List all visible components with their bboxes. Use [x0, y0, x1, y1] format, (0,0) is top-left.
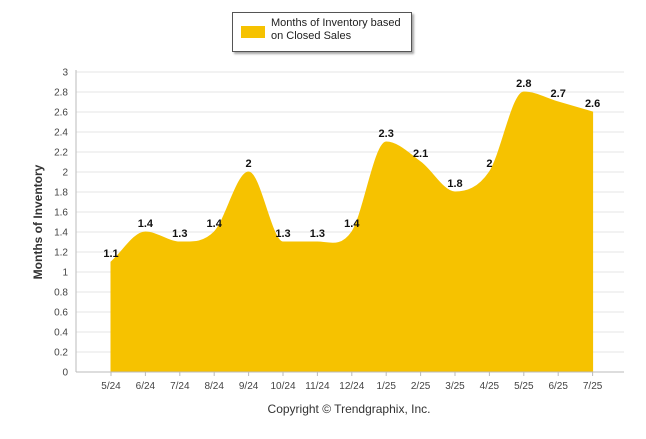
- data-label: 1.3: [172, 228, 187, 240]
- x-tick-label: 10/24: [270, 381, 295, 392]
- x-tick-label: 4/25: [480, 381, 500, 392]
- x-tick-label: 6/25: [548, 381, 568, 392]
- x-tick-label: 5/24: [101, 381, 121, 392]
- data-label: 2.7: [551, 88, 566, 100]
- y-axis-title: Months of Inventory: [31, 164, 45, 279]
- data-label: 1.3: [275, 228, 290, 240]
- x-tick-label: 1/25: [376, 381, 396, 392]
- x-tick-labels: 5/24 6/24 7/24 8/24 9/24 10/24 11/24 12/24 1/25 2…: [101, 372, 603, 392]
- data-label: 1.4: [344, 218, 360, 230]
- legend-label: Months of Inventory based on Closed Sale…: [271, 17, 401, 42]
- x-tick-label: 6/24: [136, 381, 156, 392]
- y-tick-label: 1.8: [54, 188, 68, 199]
- y-tick-label: 2.8: [54, 88, 68, 99]
- data-label: 2.8: [516, 78, 531, 90]
- area-series: [110, 91, 594, 373]
- legend-swatch: [241, 26, 265, 38]
- x-tick-label: 3/25: [445, 381, 465, 392]
- y-tick-label: 2.2: [54, 148, 68, 159]
- x-tick-label: 9/24: [239, 381, 259, 392]
- data-label: 2.6: [585, 98, 600, 110]
- x-tick-label: 11/24: [305, 381, 330, 392]
- y-tick-label: 3: [62, 68, 68, 79]
- y-tick-labels: 0 0.2 0.4 0.6 0.8 1 1.2 1.4 1.6 1.8 2 2.2 2.4 2.6 2.8 3: [54, 68, 68, 379]
- y-tick-label: 1.4: [54, 228, 68, 239]
- data-label: 2: [246, 158, 252, 170]
- x-tick-label: 7/25: [583, 381, 603, 392]
- data-labels: 1.1 1.4 1.3 1.4 2 1.3 1.3 1.4 2.3 2.1 1.8 2 2.8 2.7 2.…: [103, 78, 600, 260]
- y-tick-label: 2: [62, 168, 68, 179]
- y-tick-label: 2.4: [54, 128, 68, 139]
- x-tick-label: 5/25: [514, 381, 534, 392]
- data-label: 1.8: [447, 178, 462, 190]
- data-label: 1.4: [207, 218, 223, 230]
- x-tick-label: 2/25: [411, 381, 431, 392]
- data-label: 1.4: [138, 218, 154, 230]
- data-label: 1.1: [103, 248, 118, 260]
- y-tick-label: 1.2: [54, 248, 68, 259]
- y-tick-label: 0.2: [54, 348, 68, 359]
- data-label: 2.1: [413, 148, 428, 160]
- x-tick-label: 8/24: [204, 381, 224, 392]
- copyright-text: Copyright © Trendgraphix, Inc.: [268, 402, 431, 416]
- area-fill: [110, 91, 594, 373]
- y-tick-label: 1.6: [54, 208, 68, 219]
- y-tick-label: 1: [62, 268, 68, 279]
- x-tick-label: 12/24: [339, 381, 364, 392]
- y-tick-label: 0.8: [54, 288, 68, 299]
- axes: [75, 70, 624, 373]
- data-label: 1.3: [310, 228, 325, 240]
- legend: Months of Inventory based on Closed Sale…: [232, 12, 412, 52]
- y-tick-label: 0: [62, 368, 68, 379]
- y-tick-label: 2.6: [54, 108, 68, 119]
- data-label: 2.3: [379, 128, 394, 140]
- y-tick-label: 0.6: [54, 308, 68, 319]
- y-tick-label: 0.4: [54, 328, 68, 339]
- x-tick-label: 7/24: [170, 381, 190, 392]
- data-label: 2: [486, 158, 492, 170]
